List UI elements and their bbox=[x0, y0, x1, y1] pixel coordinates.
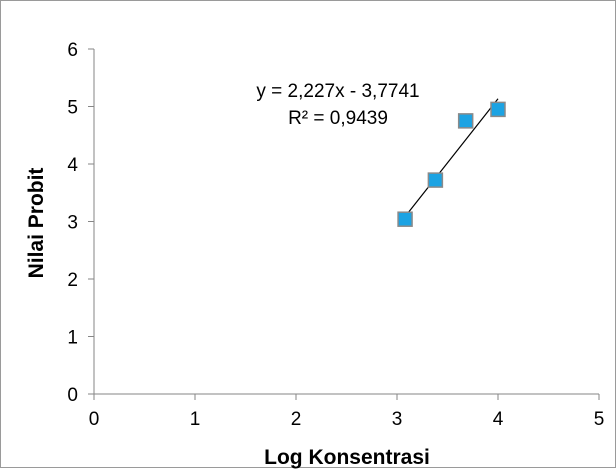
x-tick-label: 5 bbox=[594, 409, 605, 430]
tick-labels: 0 1 2 3 4 5 6 0 1 2 3 4 5 bbox=[67, 40, 604, 430]
y-tick-label: 6 bbox=[67, 40, 78, 61]
trendline-group bbox=[404, 98, 499, 217]
r-squared-label: R² = 0,9439 bbox=[288, 108, 388, 129]
data-point bbox=[457, 113, 474, 129]
y-tick-label: 0 bbox=[67, 385, 78, 406]
x-tick-label: 3 bbox=[392, 409, 403, 430]
x-tick-label: 4 bbox=[493, 409, 504, 430]
x-tick-label: 2 bbox=[291, 409, 302, 430]
data-point bbox=[490, 101, 506, 118]
y-tick-label: 5 bbox=[67, 98, 78, 119]
y-axis-title: Nilai Probit bbox=[25, 168, 48, 279]
trendline bbox=[404, 98, 499, 217]
x-tick-label: 1 bbox=[190, 409, 201, 430]
y-tick-label: 4 bbox=[67, 155, 78, 176]
y-tick-label: 2 bbox=[67, 270, 78, 291]
trendline-equation: y = 2,227x - 3,7741 bbox=[256, 81, 419, 102]
data-point bbox=[397, 211, 413, 227]
y-tick-label: 3 bbox=[67, 213, 78, 234]
data-points bbox=[397, 101, 506, 227]
y-tick-label: 1 bbox=[67, 328, 78, 349]
x-axis-title: Log Konsentrasi bbox=[264, 446, 430, 469]
axes bbox=[88, 48, 600, 400]
data-point bbox=[427, 172, 444, 188]
x-tick-label: 0 bbox=[89, 409, 100, 430]
